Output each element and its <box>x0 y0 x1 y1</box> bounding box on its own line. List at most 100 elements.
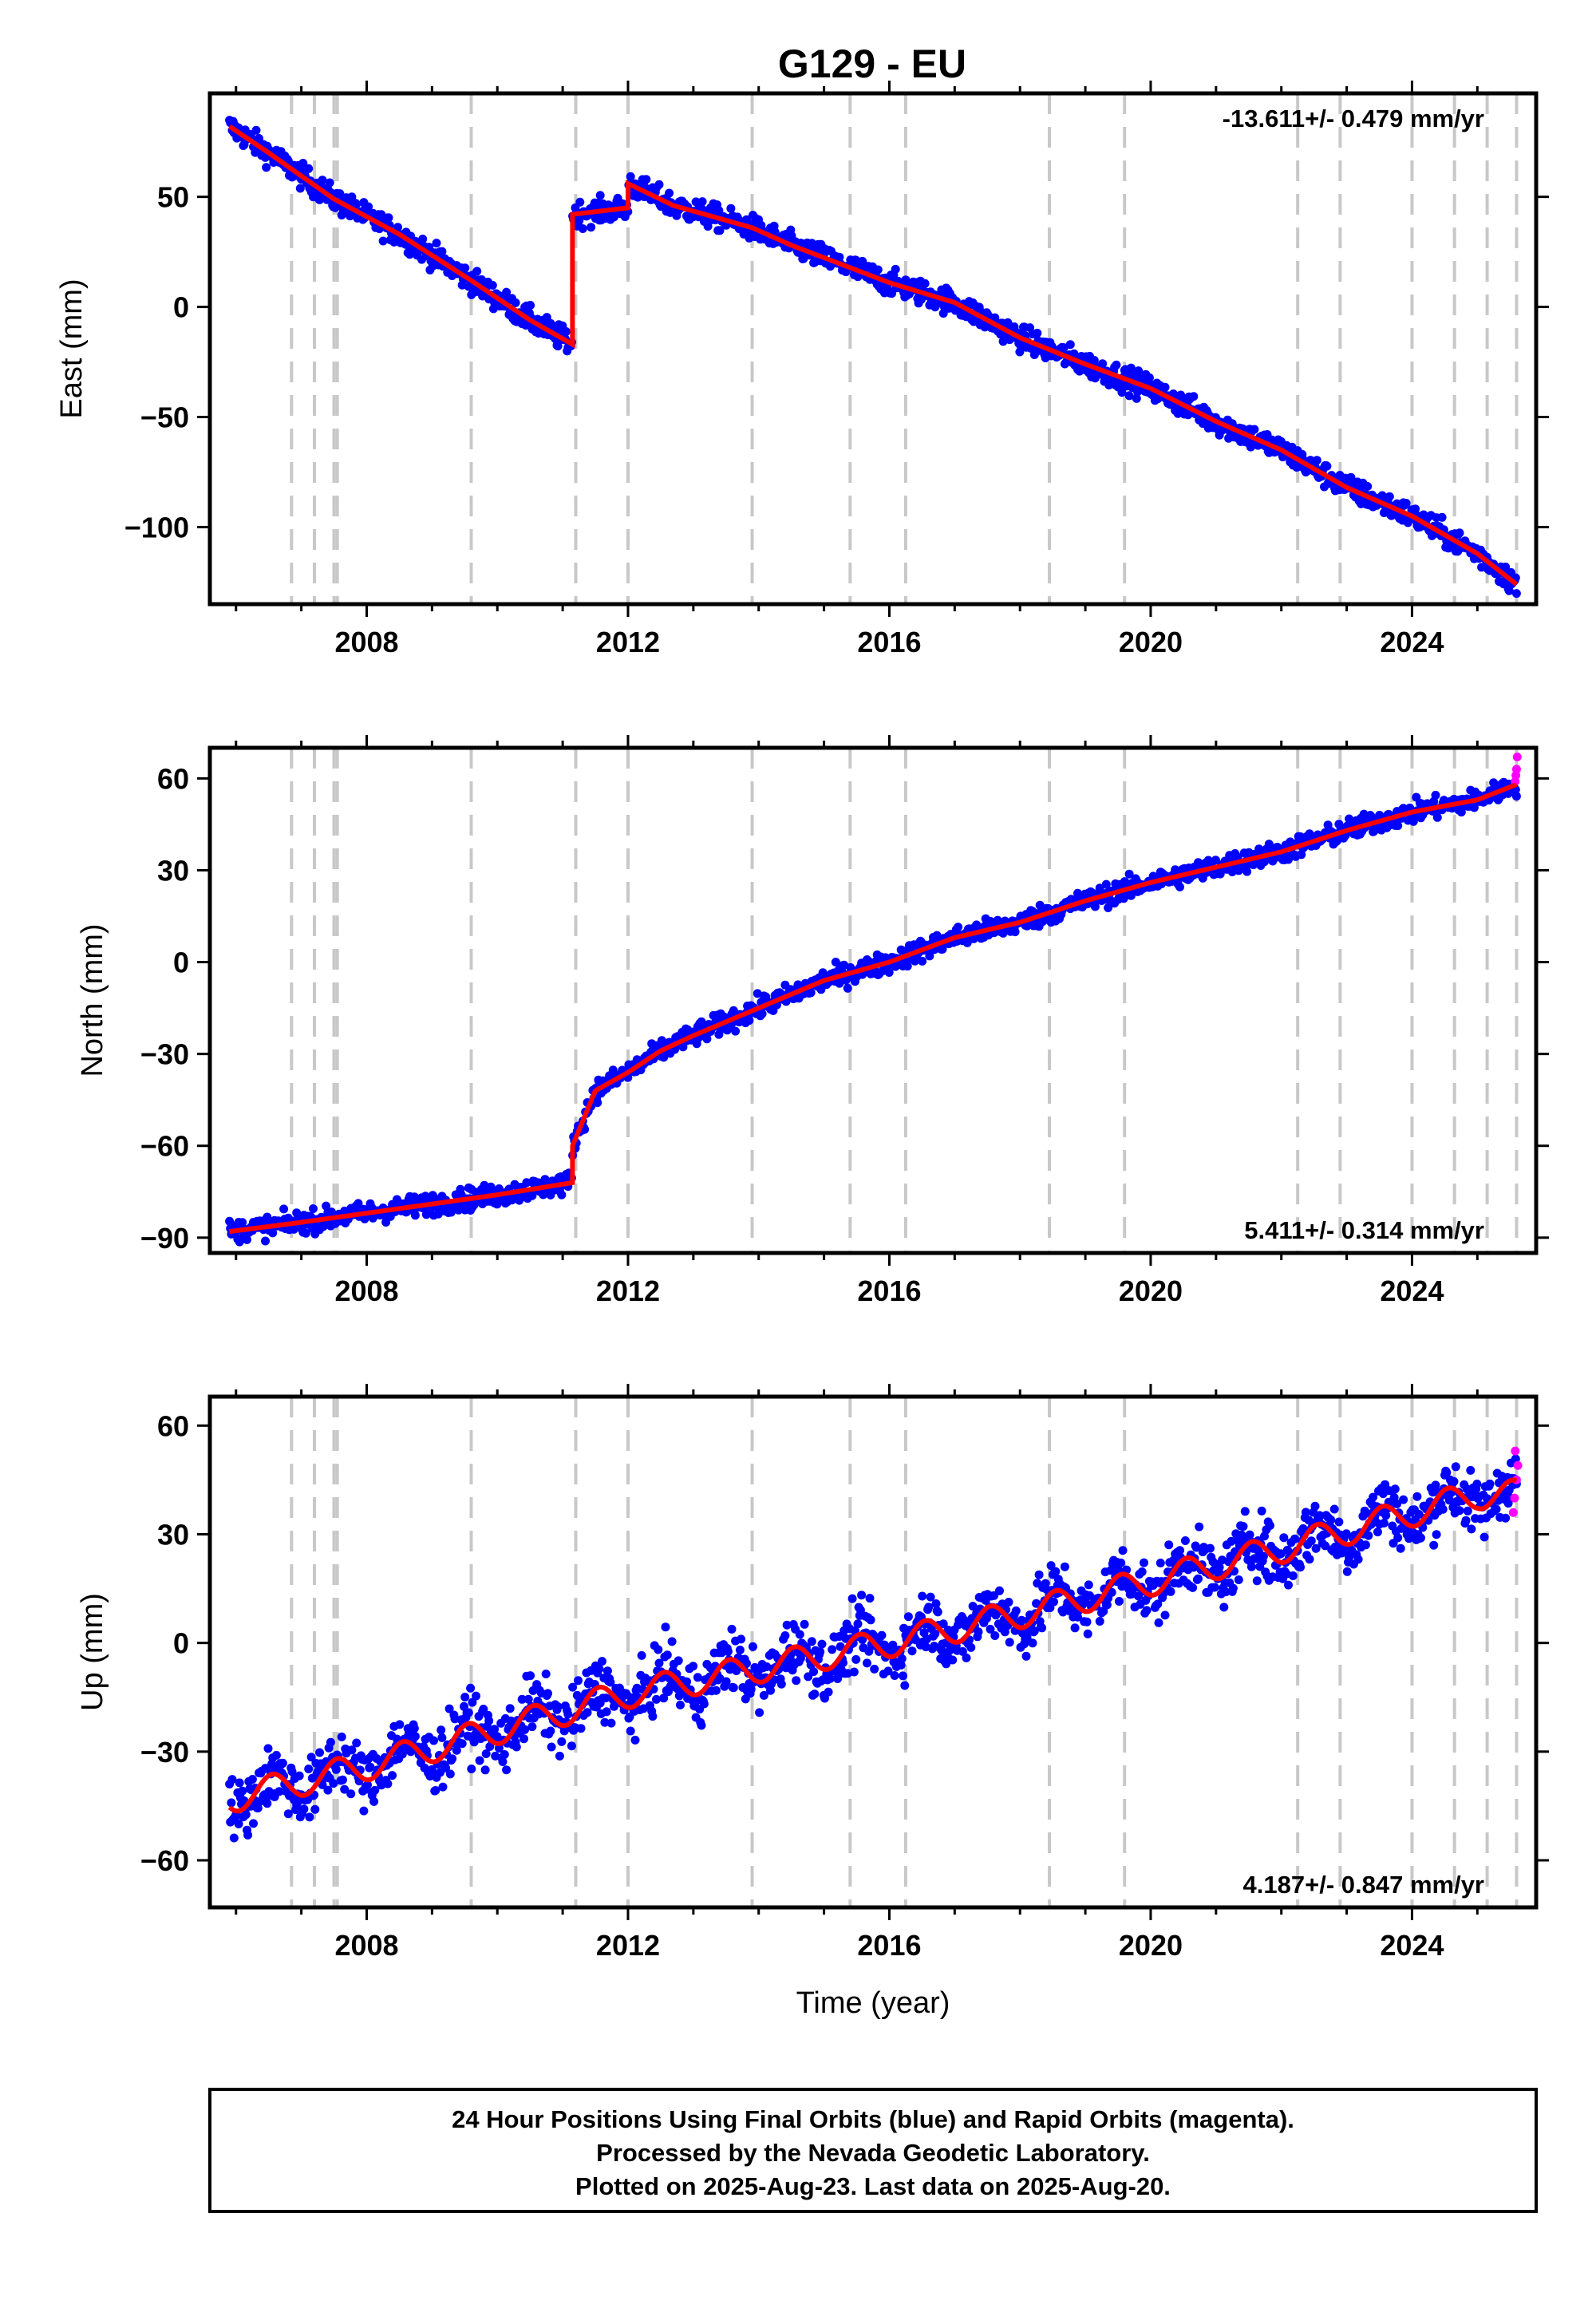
data-point <box>1334 1517 1344 1527</box>
data-point <box>755 1708 764 1717</box>
data-point <box>1221 1587 1231 1597</box>
data-point <box>931 1599 941 1608</box>
data-point <box>304 164 314 173</box>
data-point <box>847 1594 857 1603</box>
data-point <box>1132 393 1141 403</box>
data-point <box>602 1666 612 1676</box>
y-tick-label: −100 <box>124 511 189 543</box>
x-tick-label: 2020 <box>1119 1275 1183 1307</box>
data-point <box>1153 1599 1163 1609</box>
data-point <box>1511 589 1521 599</box>
data-point <box>488 281 497 290</box>
data-point <box>410 1211 420 1220</box>
data-point <box>962 1653 971 1662</box>
data-point <box>1098 359 1108 369</box>
data-point <box>1060 1562 1069 1571</box>
data-point <box>318 176 327 185</box>
data-point <box>601 1694 610 1703</box>
data-point <box>723 1646 733 1656</box>
data-point <box>1206 1543 1215 1553</box>
data-point <box>1467 1524 1476 1534</box>
data-point <box>441 1763 450 1773</box>
data-point <box>600 1717 610 1727</box>
data-point <box>335 189 345 199</box>
data-point <box>602 1707 611 1717</box>
data-point <box>490 1725 500 1734</box>
data-point <box>583 1708 592 1717</box>
data-point <box>1084 1580 1093 1590</box>
data-point <box>309 1204 318 1213</box>
data-point <box>575 197 585 207</box>
y-axis-label: North (mm) <box>76 923 109 1077</box>
data-point <box>438 1782 448 1792</box>
data-point <box>487 1184 496 1194</box>
data-point <box>578 224 587 233</box>
data-point <box>526 301 535 310</box>
data-point <box>1126 363 1136 373</box>
data-point <box>900 1681 910 1690</box>
data-point <box>746 1685 756 1694</box>
data-point <box>1346 472 1356 482</box>
data-point <box>1095 1617 1104 1626</box>
data-point <box>1399 1495 1408 1504</box>
data-point <box>721 1677 731 1686</box>
data-point <box>243 1235 251 1244</box>
data-point <box>263 1744 273 1753</box>
x-tick-label: 2024 <box>1380 1929 1444 1962</box>
data-point <box>1234 1575 1243 1584</box>
data-point <box>1154 1618 1163 1627</box>
data-point <box>1144 373 1154 382</box>
footer-line-1: 24 Hour Positions Using Final Orbits (bl… <box>452 2105 1294 2133</box>
data-point <box>429 1736 438 1745</box>
data-point <box>903 962 912 971</box>
data-point <box>1101 879 1111 889</box>
plot-frame <box>207 1394 1539 1910</box>
data-point <box>1432 812 1442 822</box>
data-point <box>652 1694 661 1704</box>
data-point <box>437 1733 447 1742</box>
data-point <box>484 1716 494 1725</box>
x-tick-label: 2020 <box>1119 626 1183 658</box>
data-point <box>1175 882 1184 891</box>
data-point <box>1166 1587 1175 1596</box>
data-point <box>1124 391 1134 401</box>
data-point <box>1051 1567 1061 1576</box>
data-point <box>294 1771 304 1780</box>
data-point <box>448 1754 457 1764</box>
data-point <box>843 983 852 993</box>
data-point <box>395 1720 405 1729</box>
data-point <box>227 1775 237 1784</box>
data-point <box>331 1765 341 1774</box>
data-point <box>1322 461 1332 471</box>
data-point <box>298 159 308 168</box>
model-curve <box>227 1477 1518 1814</box>
data-point <box>502 1765 512 1775</box>
data-point <box>933 1607 942 1617</box>
data-point <box>1037 1623 1047 1633</box>
data-point <box>383 1779 393 1788</box>
data-point <box>574 1676 583 1686</box>
data-point <box>354 1199 363 1208</box>
data-point <box>329 1779 338 1788</box>
data-point <box>1189 392 1199 401</box>
data-point <box>437 1725 446 1735</box>
data-point <box>1104 903 1113 912</box>
data-point <box>699 1699 709 1709</box>
data-point <box>352 1738 361 1748</box>
data-point <box>1276 1549 1286 1559</box>
x-tick-label: 2008 <box>334 626 398 658</box>
data-point <box>817 1639 827 1649</box>
data-point <box>568 1682 578 1692</box>
data-point <box>1065 340 1075 350</box>
data-point <box>735 1646 745 1654</box>
data-point <box>326 1737 335 1747</box>
data-point <box>1189 1563 1199 1572</box>
x-tick-label: 2024 <box>1380 1275 1444 1307</box>
data-point <box>1195 1522 1204 1531</box>
data-point <box>1089 356 1099 365</box>
data-point <box>890 1671 899 1680</box>
data-point <box>1451 1462 1460 1472</box>
data-point <box>480 1765 490 1775</box>
data-point <box>665 188 674 198</box>
data-point <box>238 1786 247 1796</box>
